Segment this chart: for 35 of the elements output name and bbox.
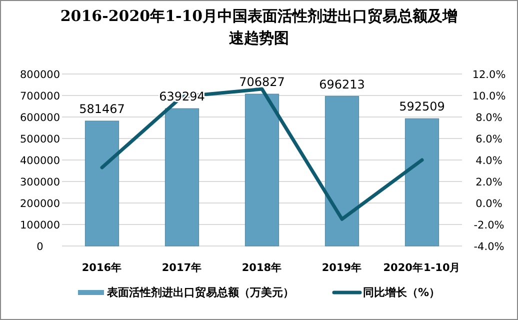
chart-title: 2016-2020年1-10月中国表面活性剂进出口贸易总额及增速趋势图	[60, 7, 458, 47]
bar	[244, 94, 280, 246]
legend-label: 同比增长（%）	[362, 286, 440, 299]
bar	[164, 108, 200, 246]
y-tick-label: 300000	[20, 176, 60, 188]
x-tick-label: 2020年1-10月	[383, 261, 461, 274]
data-label: 696213	[319, 77, 365, 92]
x-tick-label: 2016年	[82, 261, 122, 274]
y2-tick-label: 12.0%	[472, 69, 506, 81]
y-tick-label: 400000	[20, 155, 60, 167]
y-tick-label: 800000	[20, 69, 60, 81]
x-tick-label: 2017年	[162, 261, 202, 274]
x-tick-label: 2018年	[242, 261, 282, 274]
y-tick-label: 700000	[20, 90, 60, 102]
data-label: 592509	[399, 100, 445, 114]
y2-tick-label: 4.0%	[476, 155, 502, 167]
y2-tick-label: 2.0%	[476, 176, 502, 188]
y-tick-label: 0	[36, 241, 44, 253]
bar	[84, 120, 120, 246]
bar	[404, 118, 440, 246]
y2-tick-label: -2.0%	[474, 220, 504, 232]
y-tick-label: 600000	[20, 112, 60, 124]
y2-tick-label: -4.0%	[474, 241, 504, 253]
y2-tick-label: 8.0%	[476, 112, 502, 124]
y-tick-label: 200000	[20, 198, 60, 210]
y-tick-label: 100000	[20, 220, 60, 232]
y2-tick-label: 10.0%	[472, 90, 506, 102]
bar	[324, 96, 360, 246]
y-tick-label: 500000	[20, 134, 60, 146]
x-tick-label: 2019年	[322, 261, 362, 274]
data-label: 706827	[239, 75, 285, 90]
y2-tick-label: 6.0%	[476, 134, 502, 146]
y2-tick-label: 0.0%	[476, 198, 502, 210]
data-label: 581467	[79, 102, 125, 116]
legend-label: 表面活性剂进出口贸易总额（万美元）	[106, 286, 294, 299]
